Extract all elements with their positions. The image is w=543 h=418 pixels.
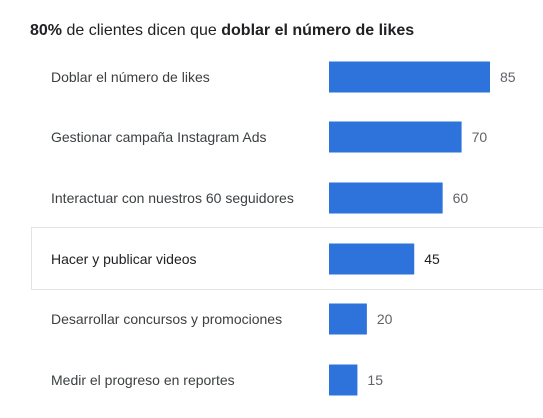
- bar[interactable]: [329, 61, 490, 93]
- value-label: 60: [453, 190, 469, 206]
- chart-title: 80% de clientes dicen que doblar el núme…: [30, 22, 414, 40]
- value-label: 70: [472, 129, 488, 145]
- category-label: Gestionar campaña Instagram Ads: [51, 129, 267, 145]
- bar[interactable]: [329, 121, 462, 153]
- bar[interactable]: [329, 182, 443, 214]
- title-middle: de clientes dicen que: [62, 22, 222, 39]
- title-bold: doblar el número de likes: [221, 22, 415, 39]
- value-label: 15: [367, 372, 383, 388]
- bar[interactable]: [329, 303, 367, 335]
- category-label: Medir el progreso en reportes: [51, 372, 235, 388]
- highlighted-row[interactable]: [31, 227, 543, 290]
- category-label: Hacer y publicar videos: [51, 251, 197, 267]
- value-label: 45: [424, 251, 440, 267]
- bar[interactable]: [329, 364, 358, 396]
- category-label: Desarrollar concursos y promociones: [51, 311, 282, 327]
- value-label: 20: [377, 311, 393, 327]
- title-percent: 80%: [30, 22, 63, 39]
- bar[interactable]: [329, 243, 415, 275]
- category-label: Doblar el número de likes: [51, 69, 210, 85]
- category-label: Interactuar con nuestros 60 seguidores: [51, 190, 294, 206]
- value-label: 85: [500, 69, 516, 85]
